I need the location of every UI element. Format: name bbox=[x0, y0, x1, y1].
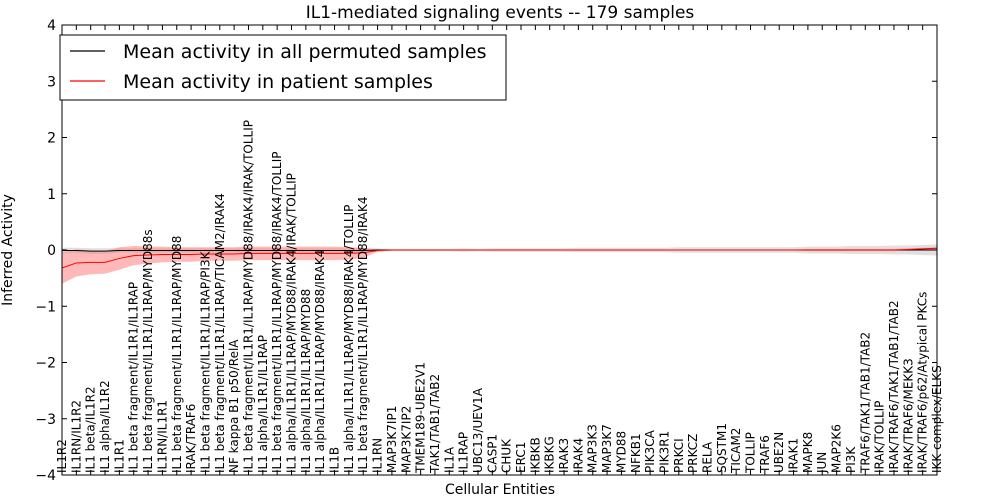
x-tick-label: JUN bbox=[815, 452, 829, 474]
x-tick-label: TOLLIP bbox=[744, 432, 758, 474]
x-tick-label: TAK1/TAB1/TAB2 bbox=[428, 374, 442, 474]
y-tick-label: 3 bbox=[47, 74, 56, 90]
x-tick-label: TRAF6 bbox=[758, 435, 772, 474]
x-tick-label: ERC1 bbox=[514, 442, 528, 473]
x-tick-label: IRAK3 bbox=[557, 438, 571, 473]
y-tick-label: 2 bbox=[47, 131, 56, 147]
chart-title: IL1-mediated signaling events -- 179 sam… bbox=[306, 3, 695, 23]
x-tick-label: IL1R2 bbox=[55, 439, 69, 473]
y-tick-label: −2 bbox=[35, 356, 56, 372]
x-tick-label: IKBKB bbox=[528, 437, 542, 473]
x-tick-label: UBC13/UEV1A bbox=[471, 387, 485, 473]
plot-area bbox=[62, 244, 937, 284]
x-tick-label: NFKB1 bbox=[629, 433, 643, 473]
x-tick-label: IL1 beta fragment/IL1R1/IL1RAP/MYD88s bbox=[141, 229, 155, 473]
y-tick-label: −1 bbox=[35, 299, 56, 315]
x-tick-label: IL1 alpha/IL1R1/IL1RAP/MYD88/IRAK4/IRAK/… bbox=[285, 173, 299, 473]
x-tick-label: IL1 alpha/IL1R1/IL1RAP/MYD88/IRAK4/TOLLI… bbox=[342, 205, 356, 473]
y-tick-label: −4 bbox=[35, 468, 56, 484]
series-2-band bbox=[62, 246, 937, 284]
x-tick-label: MAPK8 bbox=[801, 432, 815, 473]
x-tick-label: PRKCZ bbox=[686, 434, 700, 473]
x-tick-label: PI3K bbox=[844, 446, 858, 473]
legend-label-2: Mean activity in patient samples bbox=[123, 71, 433, 93]
x-tick-label: PIK3CA bbox=[643, 429, 657, 473]
x-tick-label: NF kappa B1 p50/RelA bbox=[227, 339, 241, 473]
x-tick-label: IL1 beta fragment/IL1R1/IL1RAP bbox=[127, 282, 141, 473]
x-tick-label: IRAK/TRAF6/p62/Atypical PKCs bbox=[916, 292, 930, 473]
legend-box bbox=[59, 34, 507, 101]
x-tick-label: IKK complex/ELKS bbox=[930, 365, 944, 473]
x-tick-label: IL1 alpha/IL1R2 bbox=[98, 380, 112, 473]
x-tick-label: IL1 beta/IL1R2 bbox=[84, 386, 98, 473]
y-tick-label: 1 bbox=[47, 187, 56, 203]
x-tick-label: MAP3K3 bbox=[586, 424, 600, 473]
x-tick-label: MYD88 bbox=[614, 431, 628, 473]
x-tick-label: SQSTM1 bbox=[715, 423, 729, 473]
x-tick-label: IL1 alpha/IL1R1/IL1RAP bbox=[256, 335, 270, 473]
x-tick-label: IL1RN/IL1R1 bbox=[155, 400, 169, 473]
x-tick-label: PIK3R1 bbox=[657, 431, 671, 473]
x-tick-label: UBE2N bbox=[772, 432, 786, 473]
y-tick-label: 0 bbox=[47, 243, 56, 259]
x-tick-label: IL1 beta fragment/IL1R1/IL1RAP/PI3K bbox=[198, 250, 212, 473]
x-tick-label: IL1RN bbox=[371, 438, 385, 473]
x-tick-label: MAP3K7IP1 bbox=[385, 406, 399, 473]
y-tick-label: −3 bbox=[35, 412, 56, 428]
x-tick-label: IRAK/TOLLIP bbox=[873, 401, 887, 473]
x-tick-label: TMEM189-UBE2V1 bbox=[414, 362, 428, 474]
x-tick-label: IRAK/TRAF6 bbox=[184, 404, 198, 473]
x-tick-label: PRKCI bbox=[672, 438, 686, 473]
x-tick-label: IL1A bbox=[442, 446, 456, 473]
x-tick-label: IKBKG bbox=[543, 436, 557, 473]
x-tick-label: IL1 alpha/IL1R1/IL1RAP/MYD88 bbox=[299, 289, 313, 473]
y-tick-label: 4 bbox=[47, 18, 56, 34]
x-tick-label: MAP3K7 bbox=[600, 424, 614, 473]
x-tick-label: IRAK/TRAF6/TAK1/TAB1/TAB2 bbox=[887, 300, 901, 473]
x-tick-label: IL1 beta fragment/IL1R1/IL1RAP/MYD88/IRA… bbox=[356, 196, 370, 473]
x-tick-label: IL1 beta fragment/IL1R1/IL1RAP/MYD88/IRA… bbox=[241, 120, 255, 473]
y-axis-label: Inferred Activity bbox=[0, 194, 16, 306]
x-tick-label: IRAK1 bbox=[787, 438, 801, 473]
x-tick-label: IL1RN/IL1R2 bbox=[69, 400, 83, 473]
x-tick-label: CASP1 bbox=[485, 434, 499, 473]
x-tick-label: MAP2K6 bbox=[830, 424, 844, 473]
x-tick-label: MAP3K7IP2 bbox=[399, 406, 413, 473]
x-axis-label: Cellular Entities bbox=[445, 482, 555, 498]
series-2-line bbox=[62, 247, 937, 269]
x-tick-label: IL1 alpha/IL1R1/IL1RAP/MYD88/IRAK4 bbox=[313, 250, 327, 473]
x-tick-label: IL1RAP bbox=[457, 432, 471, 473]
x-tick-label: TICAM2 bbox=[729, 428, 743, 474]
x-tick-label: IL1R1 bbox=[112, 439, 126, 473]
legend-label-1: Mean activity in all permuted samples bbox=[123, 41, 486, 63]
x-tick-label: IL1 beta fragment/IL1R1/IL1RAP/MYD88/IRA… bbox=[270, 152, 284, 473]
x-tick-label: RELA bbox=[700, 441, 714, 473]
x-tick-label: IL1 beta fragment/IL1R1/IL1RAP/TICAM2/IR… bbox=[213, 193, 227, 473]
axes: −4 −3 −2 −1 0 1 2 3 4 IL1R2 IL1RN/IL1R2 IL1 beta/IL… bbox=[35, 18, 944, 484]
x-tick-label: IRAK4 bbox=[571, 438, 585, 473]
x-tick-label: IL1 beta fragment/IL1R1/IL1RAP/MYD88 bbox=[170, 236, 184, 473]
x-tick-label: IRAK/TRAF6/MEKK3 bbox=[901, 358, 915, 473]
x-tick-label: CHUK bbox=[500, 438, 514, 473]
x-tick-label: IL1B bbox=[328, 447, 342, 473]
legend: Mean activity in all permuted samples Mea… bbox=[59, 34, 507, 101]
x-tick-label: TRAF6/TAK1/TAB1/TAB2 bbox=[858, 332, 872, 474]
